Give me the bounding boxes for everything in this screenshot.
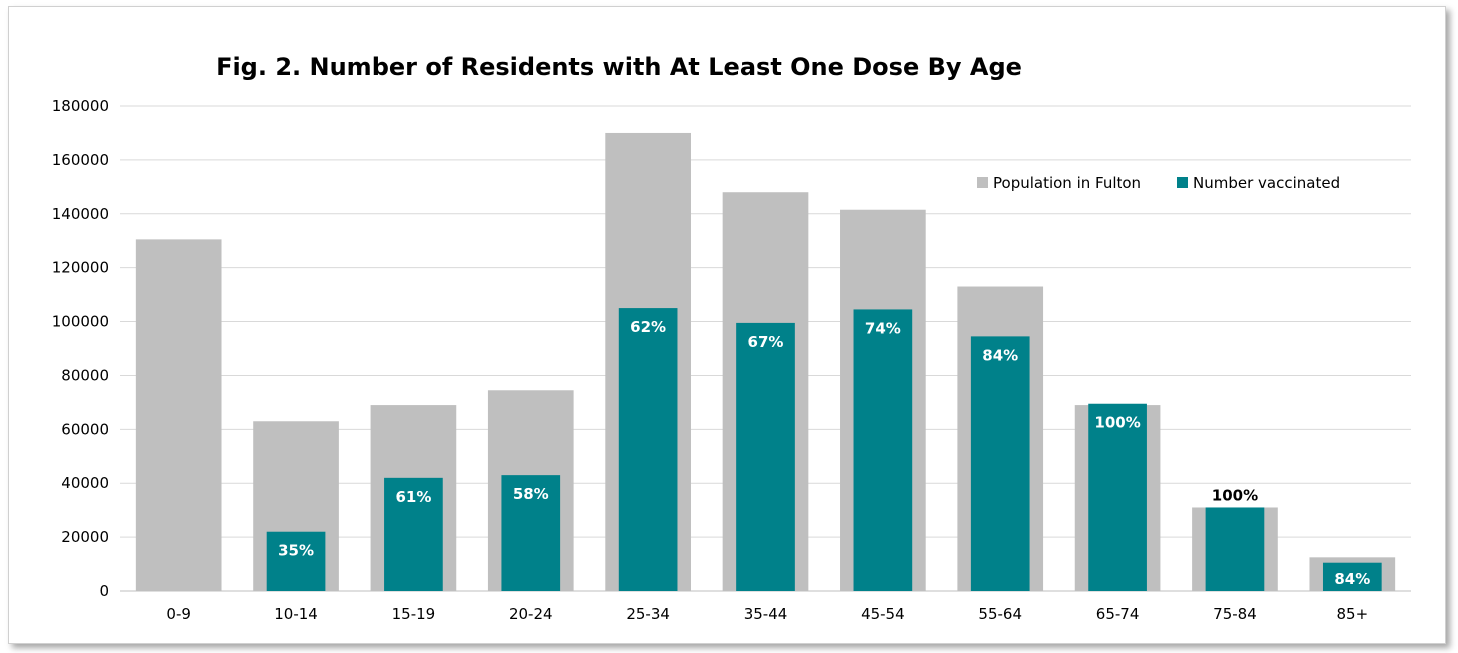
- bar-population: [135, 239, 222, 591]
- y-tick-label: 100000: [52, 313, 109, 331]
- y-tick-label: 20000: [61, 528, 109, 546]
- legend-swatch-population: [977, 177, 988, 188]
- x-tick-label: 65-74: [1096, 605, 1140, 623]
- y-tick-label: 60000: [61, 420, 109, 438]
- y-tick-label: 180000: [52, 97, 109, 115]
- x-tick-label: 10-14: [274, 605, 318, 623]
- data-label: 74%: [865, 319, 901, 337]
- legend-label-population: Population in Fulton: [993, 174, 1141, 192]
- x-tick-label: 55-64: [978, 605, 1022, 623]
- chart-frame: Fig. 2. Number of Residents with At Leas…: [8, 6, 1446, 644]
- x-axis: 0-9 10-14 15-19 20-24 25-34 35-44 45-54 55-64 65…: [166, 605, 1368, 623]
- bar-vaccinated: [501, 475, 561, 591]
- x-tick-label: 45-54: [861, 605, 905, 623]
- x-tick-label: 75-84: [1213, 605, 1257, 623]
- y-tick-label: 160000: [52, 151, 109, 169]
- bar-vaccinated: [736, 322, 795, 591]
- bar-vaccinated: [970, 336, 1030, 591]
- y-tick-label: 40000: [61, 474, 109, 492]
- data-label: 62%: [630, 318, 666, 336]
- x-tick-label: 15-19: [392, 605, 436, 623]
- y-tick-label: 120000: [52, 259, 109, 277]
- x-tick-label: 25-34: [626, 605, 670, 623]
- bar-vaccinated: [618, 308, 678, 591]
- x-tick-label: 35-44: [744, 605, 788, 623]
- data-label: 61%: [395, 488, 431, 506]
- bar-vaccinated: [853, 309, 913, 591]
- data-label: 100%: [1212, 486, 1258, 504]
- data-label: 67%: [748, 333, 784, 351]
- bar-chart: Fig. 2. Number of Residents with At Leas…: [52, 53, 1411, 623]
- legend-swatch-vaccinated: [1177, 177, 1188, 188]
- legend-label-vaccinated: Number vaccinated: [1193, 174, 1340, 192]
- legend: Population in Fulton Number vaccinated: [977, 174, 1340, 192]
- data-labels: 35% 61% 58% 62% 67% 74% 84% 100% 100% 84%: [278, 318, 1370, 588]
- bar-vaccinated: [266, 531, 326, 591]
- bar-vaccinated: [1322, 562, 1382, 591]
- bar-vaccinated: [1205, 507, 1265, 591]
- chart-title: Fig. 2. Number of Residents with At Leas…: [216, 53, 1022, 81]
- x-tick-label: 20-24: [509, 605, 553, 623]
- y-tick-label: 80000: [61, 366, 109, 384]
- data-label: 84%: [982, 346, 1018, 364]
- bar-vaccinated: [384, 477, 443, 591]
- x-tick-label: 0-9: [166, 605, 191, 623]
- data-label: 100%: [1094, 414, 1140, 432]
- data-label: 58%: [513, 485, 549, 503]
- data-label: 35%: [278, 542, 314, 560]
- y-tick-label: 140000: [52, 205, 109, 223]
- bar-vaccinated: [1088, 403, 1147, 591]
- y-axis: 0 20000 40000 60000 80000 100000 120000 140000 1…: [52, 97, 109, 600]
- y-tick-label: 0: [99, 582, 109, 600]
- x-tick-label: 85+: [1336, 605, 1368, 623]
- data-label: 84%: [1334, 570, 1370, 588]
- vaccinated-bars: [266, 308, 1382, 591]
